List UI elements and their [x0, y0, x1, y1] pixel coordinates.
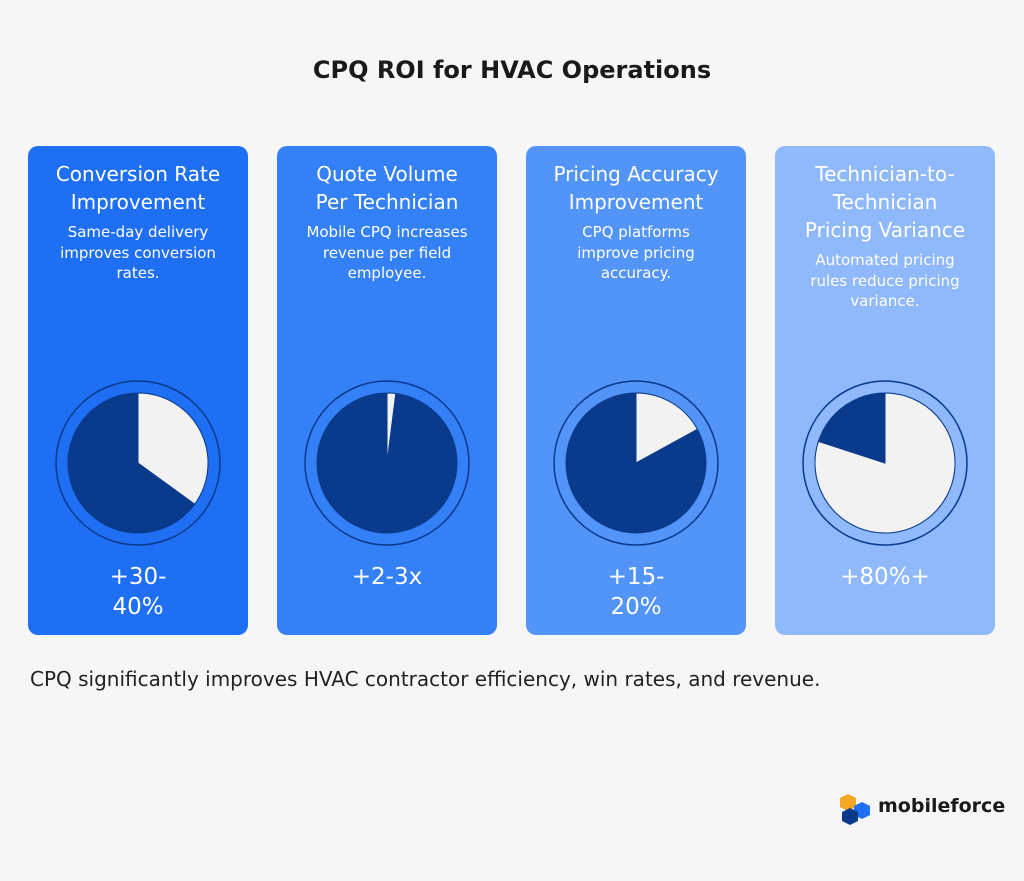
- brand-logo: [840, 794, 870, 825]
- pie-chart: [802, 380, 968, 546]
- card-description: CPQ platforms improve pricing accuracy.: [577, 223, 695, 282]
- card-value: +30-40%: [109, 564, 167, 620]
- card-text: Pricing Accuracy Improvement CPQ platform…: [526, 160, 746, 284]
- card: Pricing Accuracy Improvement CPQ platform…: [526, 146, 746, 635]
- pie-ring: [553, 380, 719, 546]
- card-title: Technician-to-Technician Pricing Varianc…: [804, 162, 966, 242]
- card: Quote Volume Per Technician Mobile CPQ in…: [277, 146, 497, 635]
- page-title: CPQ ROI for HVAC Operations: [312, 56, 712, 84]
- card-description: Same-day delivery improves conversion ra…: [60, 223, 216, 282]
- card-value: +15-20%: [607, 564, 665, 620]
- card-title: Quote Volume Per Technician: [315, 162, 459, 214]
- pie-chart: [55, 380, 221, 546]
- pie-ring: [304, 380, 470, 546]
- card-title: Pricing Accuracy Improvement: [553, 162, 719, 214]
- pie-slice: [814, 392, 956, 534]
- pie-slice: [386, 392, 397, 464]
- card-description: Automated pricing rules reduce pricing v…: [810, 251, 960, 310]
- pie-chart: [304, 380, 470, 546]
- pie-slice: [137, 392, 209, 505]
- pie-ring: [802, 380, 968, 546]
- card: Technician-to-Technician Pricing Varianc…: [775, 146, 995, 635]
- pie-chart: [553, 380, 719, 546]
- pie-ring: [55, 380, 221, 546]
- summary-text: CPQ significantly improves HVAC contract…: [30, 667, 821, 691]
- card-text: Conversion Rate Improvement Same-day deli…: [28, 160, 248, 284]
- card: Conversion Rate Improvement Same-day deli…: [28, 146, 248, 635]
- card-value: +80%+: [840, 564, 930, 590]
- card-title: Conversion Rate Improvement: [55, 162, 221, 214]
- card-text: Technician-to-Technician Pricing Varianc…: [775, 160, 995, 312]
- card-text: Quote Volume Per Technician Mobile CPQ in…: [277, 160, 497, 284]
- brand-name: mobileforce: [878, 795, 1006, 817]
- card-description: Mobile CPQ increases revenue per field e…: [306, 223, 468, 282]
- pie-slice: [635, 392, 699, 464]
- card-value: +2-3x: [351, 564, 423, 590]
